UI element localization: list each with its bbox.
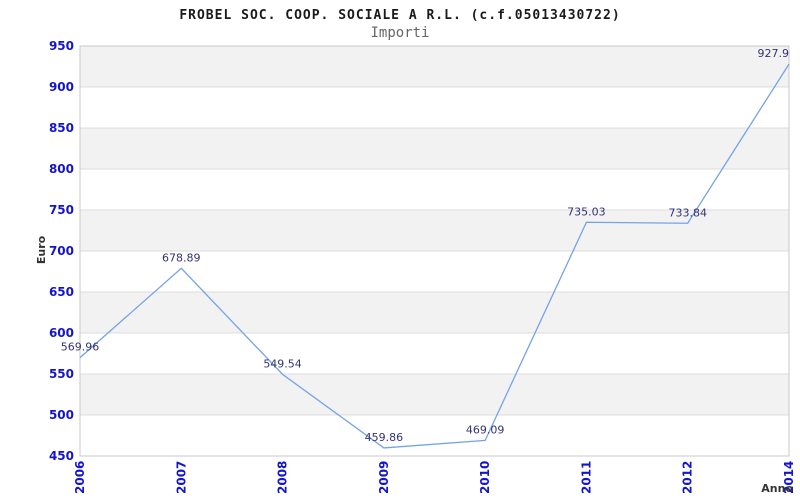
- value-label: 469.09: [466, 423, 505, 436]
- plot-band: [80, 87, 789, 128]
- value-label: 678.89: [162, 251, 201, 264]
- y-tick-label: 600: [49, 326, 74, 340]
- plot-band: [80, 292, 789, 333]
- value-label: 735.03: [567, 205, 606, 218]
- x-tick-label: 2010: [478, 461, 492, 494]
- y-tick-label: 950: [49, 39, 74, 53]
- x-tick-label: 2012: [681, 461, 695, 494]
- value-label: 733.84: [668, 206, 707, 219]
- plot-band: [80, 210, 789, 251]
- x-tick-label: 2007: [174, 461, 188, 494]
- x-tick-label: 2011: [579, 461, 593, 494]
- x-tick-label: 2008: [276, 461, 290, 494]
- y-tick-label: 850: [49, 121, 74, 135]
- y-tick-label: 550: [49, 367, 74, 381]
- y-tick-label: 650: [49, 285, 74, 299]
- x-tick-label: 2009: [377, 461, 391, 494]
- plot-band: [80, 128, 789, 169]
- value-label: 569.96: [61, 341, 100, 354]
- y-tick-label: 900: [49, 80, 74, 94]
- plot-band: [80, 46, 789, 87]
- value-label: 549.54: [263, 357, 302, 370]
- y-axis-title: Euro: [35, 235, 48, 264]
- plot-band: [80, 333, 789, 374]
- x-tick-label: 2014: [782, 461, 796, 494]
- chart-title: FROBEL SOC. COOP. SOCIALE A R.L. (c.f.05…: [179, 8, 620, 23]
- y-tick-label: 500: [49, 408, 74, 422]
- x-axis-title: Anno: [761, 482, 793, 495]
- plot-band: [80, 374, 789, 415]
- chart-subtitle: Importi: [370, 25, 429, 41]
- y-tick-label: 750: [49, 203, 74, 217]
- plot-band: [80, 415, 789, 456]
- x-tick-label: 2006: [73, 461, 87, 494]
- value-label: 459.86: [365, 431, 404, 444]
- y-tick-label: 700: [49, 244, 74, 258]
- y-tick-label: 450: [49, 449, 74, 463]
- plot-border: [79, 45, 790, 457]
- plot-band: [80, 169, 789, 210]
- value-label: 927.9: [758, 47, 790, 60]
- plot-layers: 450 500 550 600 650 700 750 800 850 900 950 2006 200…: [49, 39, 796, 494]
- y-tick-label: 800: [49, 162, 74, 176]
- data-line: [79, 63, 790, 449]
